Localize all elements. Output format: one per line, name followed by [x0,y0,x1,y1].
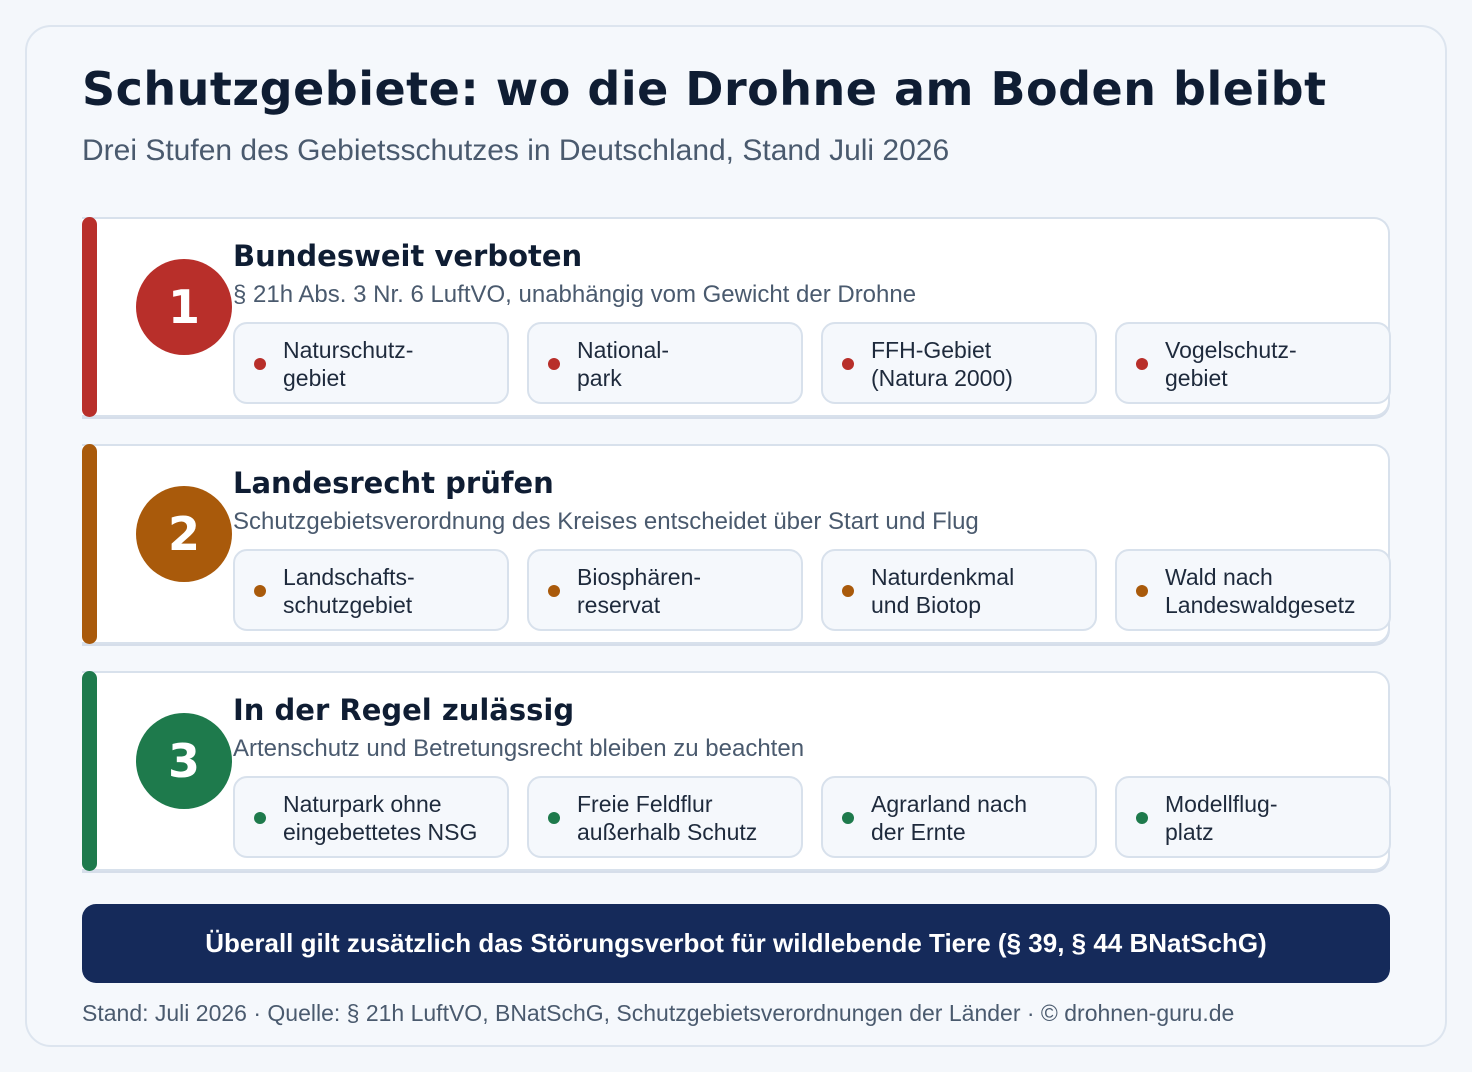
tier-3-item-label: Naturpark ohne eingebettetes NSG [283,791,478,845]
tier-3-heading: In der Regel zulässig [233,693,575,727]
tier-3-color-bar [82,671,97,871]
tier-1-item: FFH-Gebiet (Natura 2000) [821,322,1097,404]
tier-1-item-label: National- park [577,337,670,391]
tier-2-item-label: Wald nach Landeswaldgesetz [1165,564,1356,618]
tier-3: 3 In der Regel zulässig Artenschutz und … [82,671,1391,871]
tier-3-item-label: Modellflug- platz [1165,791,1278,845]
page-title: Schutzgebiete: wo die Drohne am Boden bl… [82,62,1327,116]
tier-2-color-bar [82,444,97,644]
source-note: Stand: Juli 2026 · Quelle: § 21h LuftVO,… [82,1000,1235,1026]
tier-1-item-label: Vogelschutz- gebiet [1165,337,1297,391]
tier-1-item-label: Naturschutz- gebiet [283,337,414,391]
tier-1-color-bar [82,217,97,417]
bullet-dot-icon [1136,585,1148,597]
bullet-dot-icon [1136,358,1148,370]
tier-3-item: Agrarland nach der Ernte [821,776,1097,858]
bullet-dot-icon [254,358,266,370]
tier-2-heading: Landesrecht prüfen [233,466,554,500]
bullet-dot-icon [842,358,854,370]
tier-2-item: Biosphären- reservat [527,549,803,631]
tier-2-item: Wald nach Landeswaldgesetz [1115,549,1391,631]
tier-1-description: § 21h Abs. 3 Nr. 6 LuftVO, unabhängig vo… [233,281,917,308]
bullet-dot-icon [548,358,560,370]
bullet-dot-icon [842,585,854,597]
tier-3-number-badge: 3 [136,713,232,809]
tier-1-item: Vogelschutz- gebiet [1115,322,1391,404]
tier-1-item: Naturschutz- gebiet [233,322,509,404]
tier-3-item-label: Agrarland nach der Ernte [871,791,1027,845]
tier-1-heading: Bundesweit verboten [233,239,583,273]
tier-1-number-badge: 1 [136,259,232,355]
tier-2-item: Landschafts- schutzgebiet [233,549,509,631]
tier-2: 2 Landesrecht prüfen Schutzgebietsverord… [82,444,1391,644]
general-notice-banner: Überall gilt zusätzlich das Störungsverb… [82,904,1390,983]
tier-2-number-badge: 2 [136,486,232,582]
tier-3-description: Artenschutz und Betretungsrecht bleiben … [233,735,805,762]
tier-2-item: Naturdenkmal und Biotop [821,549,1097,631]
tier-3-item: Freie Feldflur außerhalb Schutz [527,776,803,858]
bullet-dot-icon [842,812,854,824]
tier-1-item-label: FFH-Gebiet (Natura 2000) [871,337,1013,391]
bullet-dot-icon [1136,812,1148,824]
tier-2-description: Schutzgebietsverordnung des Kreises ents… [233,508,979,535]
bullet-dot-icon [254,812,266,824]
tier-2-item-label: Landschafts- schutzgebiet [283,564,415,618]
tier-3-item: Naturpark ohne eingebettetes NSG [233,776,509,858]
bullet-dot-icon [548,585,560,597]
tier-2-item-label: Biosphären- reservat [577,564,702,618]
bullet-dot-icon [254,585,266,597]
tier-1-item: National- park [527,322,803,404]
tier-3-item: Modellflug- platz [1115,776,1391,858]
tier-3-item-label: Freie Feldflur außerhalb Schutz [577,791,758,845]
bullet-dot-icon [548,812,560,824]
tier-2-item-label: Naturdenkmal und Biotop [871,564,1015,618]
tier-1: 1 Bundesweit verboten § 21h Abs. 3 Nr. 6… [82,217,1391,417]
page-subtitle: Drei Stufen des Gebietsschutzes in Deuts… [82,134,950,167]
